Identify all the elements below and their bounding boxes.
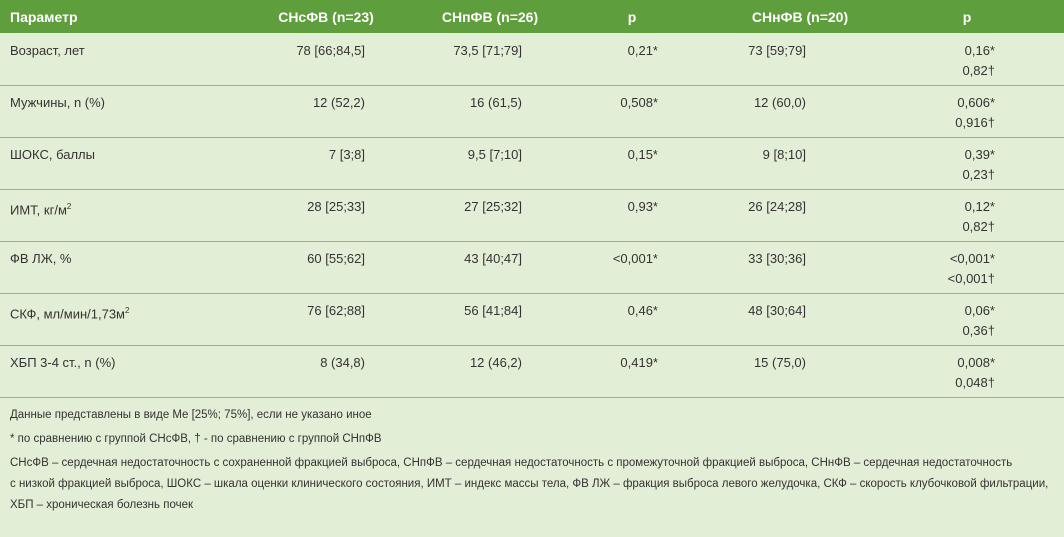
label-text: ШОКС, баллы <box>10 147 95 162</box>
cell: 0,39* <box>964 147 995 162</box>
cell: 9,5 [7;10] <box>467 147 522 162</box>
row-separator <box>0 397 1064 398</box>
header-cell: p <box>962 9 972 25</box>
row-separator <box>0 137 1064 138</box>
cell: 0,12* <box>964 199 995 214</box>
header-cell: Параметр <box>10 9 78 25</box>
label-text: Возраст, лет <box>10 43 85 58</box>
cell: 16 (61,5) <box>469 95 522 110</box>
cell: 12 (46,2) <box>469 355 522 370</box>
row-separator <box>0 345 1064 346</box>
row-label: ШОКС, баллы <box>10 147 95 163</box>
row-label: Возраст, лет <box>10 43 85 59</box>
row-label: СКФ, мл/мин/1,73м2 <box>10 303 129 322</box>
cell: 0,06* <box>964 303 995 318</box>
row-separator <box>0 241 1064 242</box>
footnote: Данные представлены в виде Me [25%; 75%]… <box>10 409 372 421</box>
label-text: Мужчины, n (%) <box>10 95 106 110</box>
cell: 0,16* <box>964 43 995 58</box>
cell: 0,508* <box>620 95 658 110</box>
cell: 12 (60,0) <box>753 95 806 110</box>
cell: 0,46* <box>627 303 658 318</box>
cell: 0,419* <box>620 355 658 370</box>
cell: 60 [55;62] <box>307 251 365 266</box>
cell: 0,82† <box>962 219 995 234</box>
label-text: ИМТ, кг/м <box>10 202 67 218</box>
row-separator <box>0 189 1064 190</box>
row-label: Мужчины, n (%) <box>10 95 105 111</box>
cell: 48 [30;64] <box>748 303 806 318</box>
footnote: * по сравнению с группой СНсФВ, † - по с… <box>10 433 382 445</box>
cell: 0,21* <box>627 43 658 58</box>
cell: 76 [62;88] <box>307 303 365 318</box>
row-separator <box>0 293 1064 294</box>
cell: 15 (75,0) <box>753 355 806 370</box>
superscript: 2 <box>125 306 130 315</box>
row-label: ХБП 3-4 ст., n (%) <box>10 355 115 371</box>
label-text: СКФ, мл/мин/1,73м <box>10 306 125 322</box>
cell: 56 [41;84] <box>464 303 522 318</box>
footnote: СНсФВ – сердечная недостаточность с сохр… <box>10 457 1013 469</box>
cell: 78 [66;84,5] <box>296 43 365 58</box>
header-cell: СНнФВ (n=20) <box>751 9 849 25</box>
cell: 7 [3;8] <box>328 147 365 162</box>
row-separator <box>0 85 1064 86</box>
header-bar <box>0 0 1064 33</box>
cell: 43 [40;47] <box>464 251 522 266</box>
label-text: ХБП 3-4 ст., n (%) <box>10 355 116 370</box>
cell: 0,008* <box>957 355 995 370</box>
cell: 26 [24;28] <box>748 199 806 214</box>
label-text: ФВ ЛЖ, % <box>10 251 72 266</box>
cell: 0,36† <box>962 323 995 338</box>
cell: <0,001† <box>947 271 995 286</box>
cell: 73 [59;79] <box>748 43 806 58</box>
cell: 0,916† <box>955 115 995 130</box>
cell: 9 [8;10] <box>762 147 806 162</box>
superscript: 2 <box>66 202 72 211</box>
cell: 73,5 [71;79] <box>453 43 522 58</box>
header-cell: p <box>627 9 637 25</box>
footnote: с низкой фракцией выброса, ШОКС – шкала … <box>10 478 1049 490</box>
header-cell: СНпФВ (n=26) <box>441 9 539 25</box>
cell: 8 (34,8) <box>320 355 365 370</box>
cell: 0,93* <box>627 199 658 214</box>
cell: <0,001* <box>612 251 658 266</box>
header-cell: СНсФВ (n=23) <box>278 9 374 25</box>
cell: 0,048† <box>955 375 995 390</box>
footnote: ХБП – хроническая болезнь почек <box>10 499 194 511</box>
row-label: ФВ ЛЖ, % <box>10 251 71 267</box>
cell: 33 [30;36] <box>748 251 806 266</box>
cell: 28 [25;33] <box>307 199 365 214</box>
cell: 0,606* <box>957 95 995 110</box>
cell: 0,23† <box>962 167 995 182</box>
cell: 12 (52,2) <box>312 95 365 110</box>
cell: 0,82† <box>962 63 995 78</box>
cell: <0,001* <box>949 251 995 266</box>
cell: 0,15* <box>627 147 658 162</box>
row-label: ИМТ, кг/м2 <box>10 199 71 218</box>
cell: 27 [25;32] <box>464 199 522 214</box>
